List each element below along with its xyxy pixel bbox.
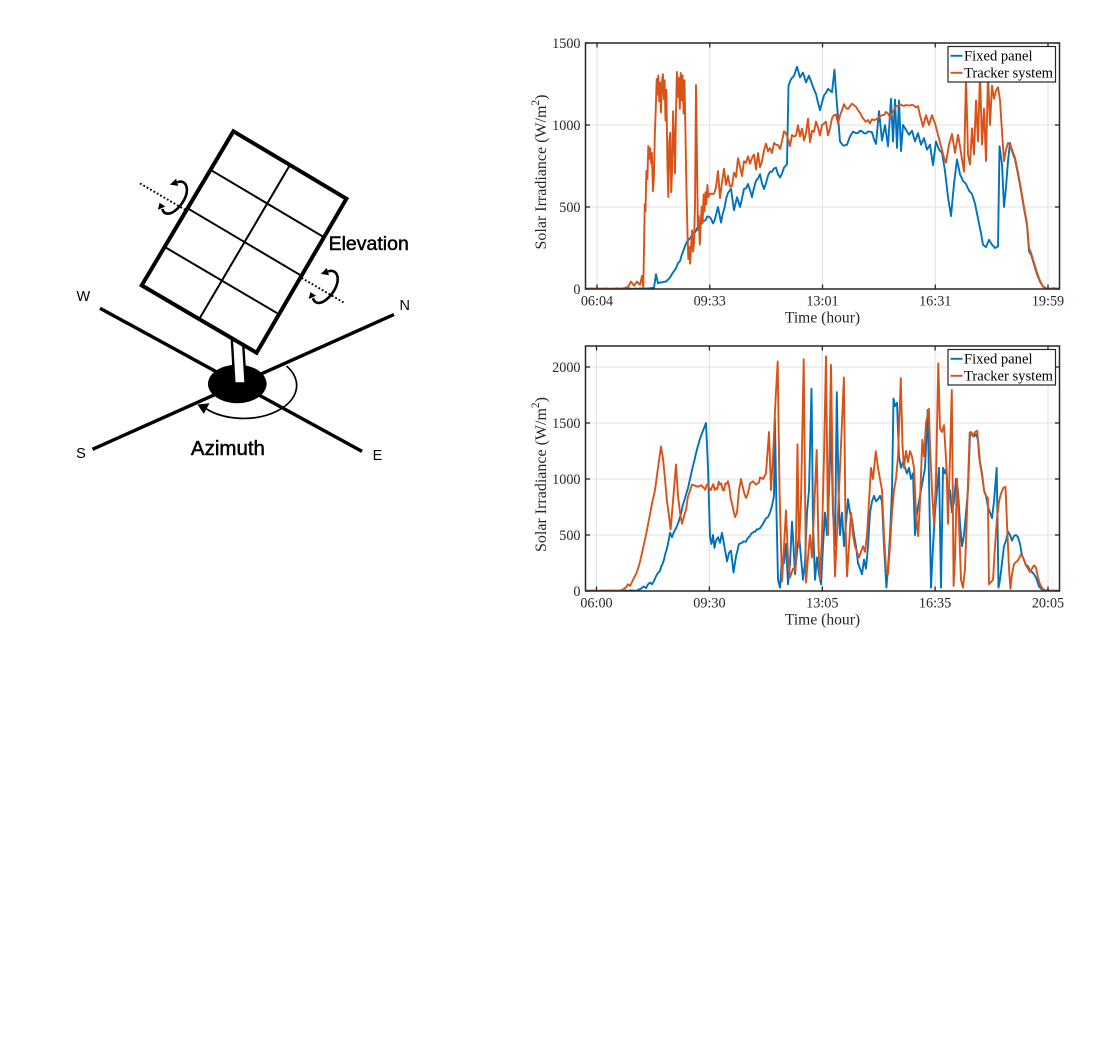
svg-text:20:05: 20:05: [1032, 595, 1064, 611]
svg-text:Fixed panel: Fixed panel: [964, 352, 1033, 368]
svg-text:Time (hour): Time (hour): [785, 612, 860, 629]
svg-text:16:35: 16:35: [919, 595, 951, 611]
svg-text:Tracker system: Tracker system: [964, 66, 1054, 82]
svg-text:1500: 1500: [552, 36, 580, 52]
svg-text:500: 500: [559, 200, 580, 216]
svg-text:2000: 2000: [552, 360, 580, 376]
svg-text:19:59: 19:59: [1032, 293, 1064, 309]
svg-text:500: 500: [559, 528, 580, 544]
svg-text:Time (hour): Time (hour): [785, 310, 860, 327]
svg-text:E: E: [373, 448, 383, 464]
svg-text:13:01: 13:01: [806, 293, 838, 309]
svg-text:N: N: [400, 298, 410, 314]
svg-text:06:00: 06:00: [580, 595, 612, 611]
svg-text:Tracker system: Tracker system: [964, 369, 1054, 385]
svg-text:09:30: 09:30: [693, 595, 725, 611]
svg-text:Fixed panel: Fixed panel: [964, 49, 1033, 65]
svg-text:0: 0: [573, 584, 580, 600]
svg-text:Elevation: Elevation: [329, 233, 409, 255]
svg-text:13:05: 13:05: [806, 595, 838, 611]
svg-text:0: 0: [573, 282, 580, 298]
svg-text:06:04: 06:04: [581, 293, 613, 309]
svg-text:1500: 1500: [552, 416, 580, 432]
svg-text:Solar Irradiance (W/m2): Solar Irradiance (W/m2): [530, 94, 550, 249]
svg-text:Solar Irradiance (W/m2): Solar Irradiance (W/m2): [530, 397, 550, 552]
svg-text:16:31: 16:31: [919, 293, 951, 309]
svg-text:S: S: [76, 446, 86, 462]
svg-text:1000: 1000: [552, 472, 580, 488]
svg-text:W: W: [77, 289, 91, 305]
svg-text:1000: 1000: [552, 118, 580, 134]
svg-text:09:33: 09:33: [694, 293, 726, 309]
svg-text:Azimuth: Azimuth: [191, 437, 265, 460]
